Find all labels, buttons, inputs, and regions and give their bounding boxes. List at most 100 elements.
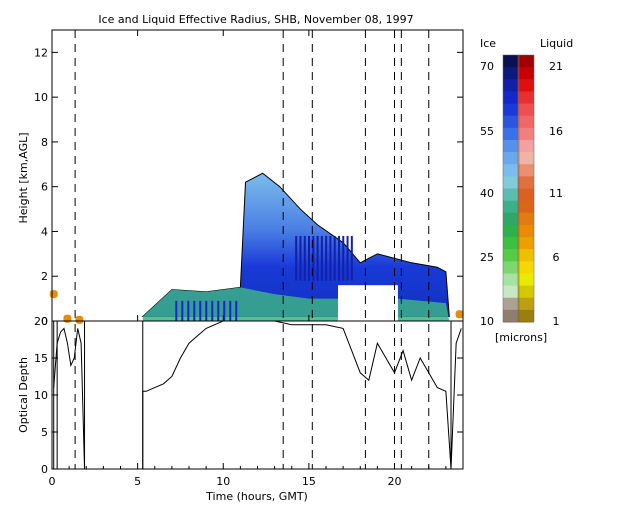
colorbar-liquid-swatch (518, 200, 534, 214)
ice-core-streak (308, 235, 311, 281)
optical-depth-tick-label: 5 (41, 426, 48, 439)
ice-core-streak (295, 235, 298, 281)
colorbar-ice-swatch (503, 55, 519, 68)
ice-core-streak (205, 300, 208, 321)
dashed-time-markers (74, 30, 430, 469)
colorbar-liquid-scale (518, 55, 534, 323)
optical-depth-plot (53, 321, 462, 469)
colorbar-ice-swatch (503, 261, 519, 274)
colorbar-liquid-swatch (518, 224, 534, 238)
optical-depth-tick-label: 15 (34, 352, 48, 365)
colorbar: Ice Liquid 70 55 40 25 10 21 16 11 6 1 [microns] (480, 37, 573, 344)
missing-data-region (337, 285, 398, 321)
time-tick-label: 20 (388, 475, 402, 488)
ice-core-streak (299, 235, 302, 281)
colorbar-ice-swatch (503, 115, 519, 129)
optical-depth-axis-label: Optical Depth (17, 357, 30, 433)
colorbar-ice-swatch (503, 152, 519, 165)
colorbar-liquid-swatch (518, 249, 534, 262)
time-axis-ticks: 0 5 10 15 20 (49, 30, 447, 488)
ice-core-streak (223, 300, 226, 321)
colorbar-ice-swatch (503, 176, 519, 189)
colorbar-liquid-swatch (518, 139, 534, 153)
height-tick-label: 12 (34, 46, 48, 59)
ice-core-streak (333, 235, 336, 281)
colorbar-ice-swatch (503, 285, 519, 299)
time-axis-label: Time (hours, GMT) (205, 490, 308, 503)
colorbar-ice-label: 25 (480, 251, 494, 264)
ice-core-streak (337, 235, 340, 281)
colorbar-liquid-frame (517, 54, 535, 323)
liquid-cloud-point (75, 315, 84, 324)
ice-core-streak (181, 300, 184, 321)
colorbar-ice-swatch (503, 200, 519, 214)
colorbar-liquid-header: Liquid (540, 37, 573, 50)
ice-core-streak (211, 300, 214, 321)
colorbar-ice-swatch (503, 139, 519, 153)
time-tick-label: 0 (49, 475, 56, 488)
colorbar-ice-swatch (503, 79, 519, 92)
ice-core-streak (329, 235, 332, 281)
colorbar-ice-labels: 70 55 40 25 10 (480, 60, 494, 328)
colorbar-ice-swatch (503, 224, 519, 238)
colorbar-ice-swatch (503, 237, 519, 250)
liquid-cloud-point (63, 314, 72, 323)
colorbar-liquid-swatch (518, 285, 534, 299)
liquid-cloud-point (49, 290, 58, 299)
optical-depth-tick-label: 0 (41, 463, 48, 476)
height-tick-label: 6 (41, 181, 48, 194)
colorbar-ice-label: 70 (480, 60, 494, 73)
optical-depth-axis-ticks: 0 5 10 15 20 (34, 315, 463, 476)
colorbar-liquid-label: 6 (553, 251, 560, 264)
colorbar-liquid-label: 1 (553, 315, 560, 328)
ice-core-streak (229, 300, 232, 321)
colorbar-liquid-label: 16 (549, 125, 563, 138)
colorbar-liquid-swatch (518, 176, 534, 189)
ice-core-streak (303, 235, 306, 281)
ice-core-streak (235, 300, 238, 321)
colorbar-liquid-swatch (518, 91, 534, 105)
chart-title: Ice and Liquid Effective Radius, SHB, No… (98, 13, 413, 26)
ice-core-streak (312, 235, 315, 281)
ice-core-streak (199, 300, 202, 321)
colorbar-ice-swatch (503, 212, 519, 226)
colorbar-units: [microns] (495, 331, 547, 344)
ice-core-streak (193, 300, 196, 321)
ice-core-streak (350, 235, 353, 281)
ice-core-streak (217, 300, 220, 321)
height-tick-label: 0 (41, 315, 48, 328)
colorbar-liquid-swatch (518, 115, 534, 129)
colorbar-ice-swatch (503, 127, 519, 141)
ice-core-streak (325, 235, 328, 281)
colorbar-liquid-label: 11 (549, 187, 563, 200)
optical-depth-series (53, 321, 462, 469)
optical-depth-tick-label: 10 (34, 389, 48, 402)
colorbar-liquid-swatch (518, 188, 534, 202)
colorbar-ice-swatch (503, 249, 519, 262)
colorbar-liquid-swatch (518, 164, 534, 177)
colorbar-ice-label: 55 (480, 125, 494, 138)
colorbar-ice-swatch (503, 297, 519, 311)
cloud-field (141, 172, 450, 321)
ice-core-streak (175, 300, 178, 321)
colorbar-liquid-swatch (518, 67, 534, 80)
colorbar-liquid-swatch (518, 127, 534, 141)
colorbar-liquid-swatch (518, 237, 534, 250)
ice-core-streak (316, 235, 319, 281)
time-tick-label: 5 (134, 475, 141, 488)
colorbar-ice-swatch (503, 67, 519, 80)
time-tick-label: 10 (216, 475, 230, 488)
colorbar-ice-swatch (503, 188, 519, 202)
liquid-cloud-point (455, 310, 464, 319)
colorbar-ice-label: 10 (480, 315, 494, 328)
colorbar-ice-swatch (503, 273, 519, 287)
height-tick-label: 10 (34, 91, 48, 104)
colorbar-liquid-swatch (518, 309, 534, 323)
colorbar-liquid-swatch (518, 79, 534, 92)
colorbar-liquid-swatch (518, 212, 534, 226)
height-tick-label: 2 (41, 270, 48, 283)
colorbar-liquid-swatch (518, 55, 534, 68)
colorbar-liquid-swatch (518, 273, 534, 287)
ice-core-streak (346, 235, 349, 281)
